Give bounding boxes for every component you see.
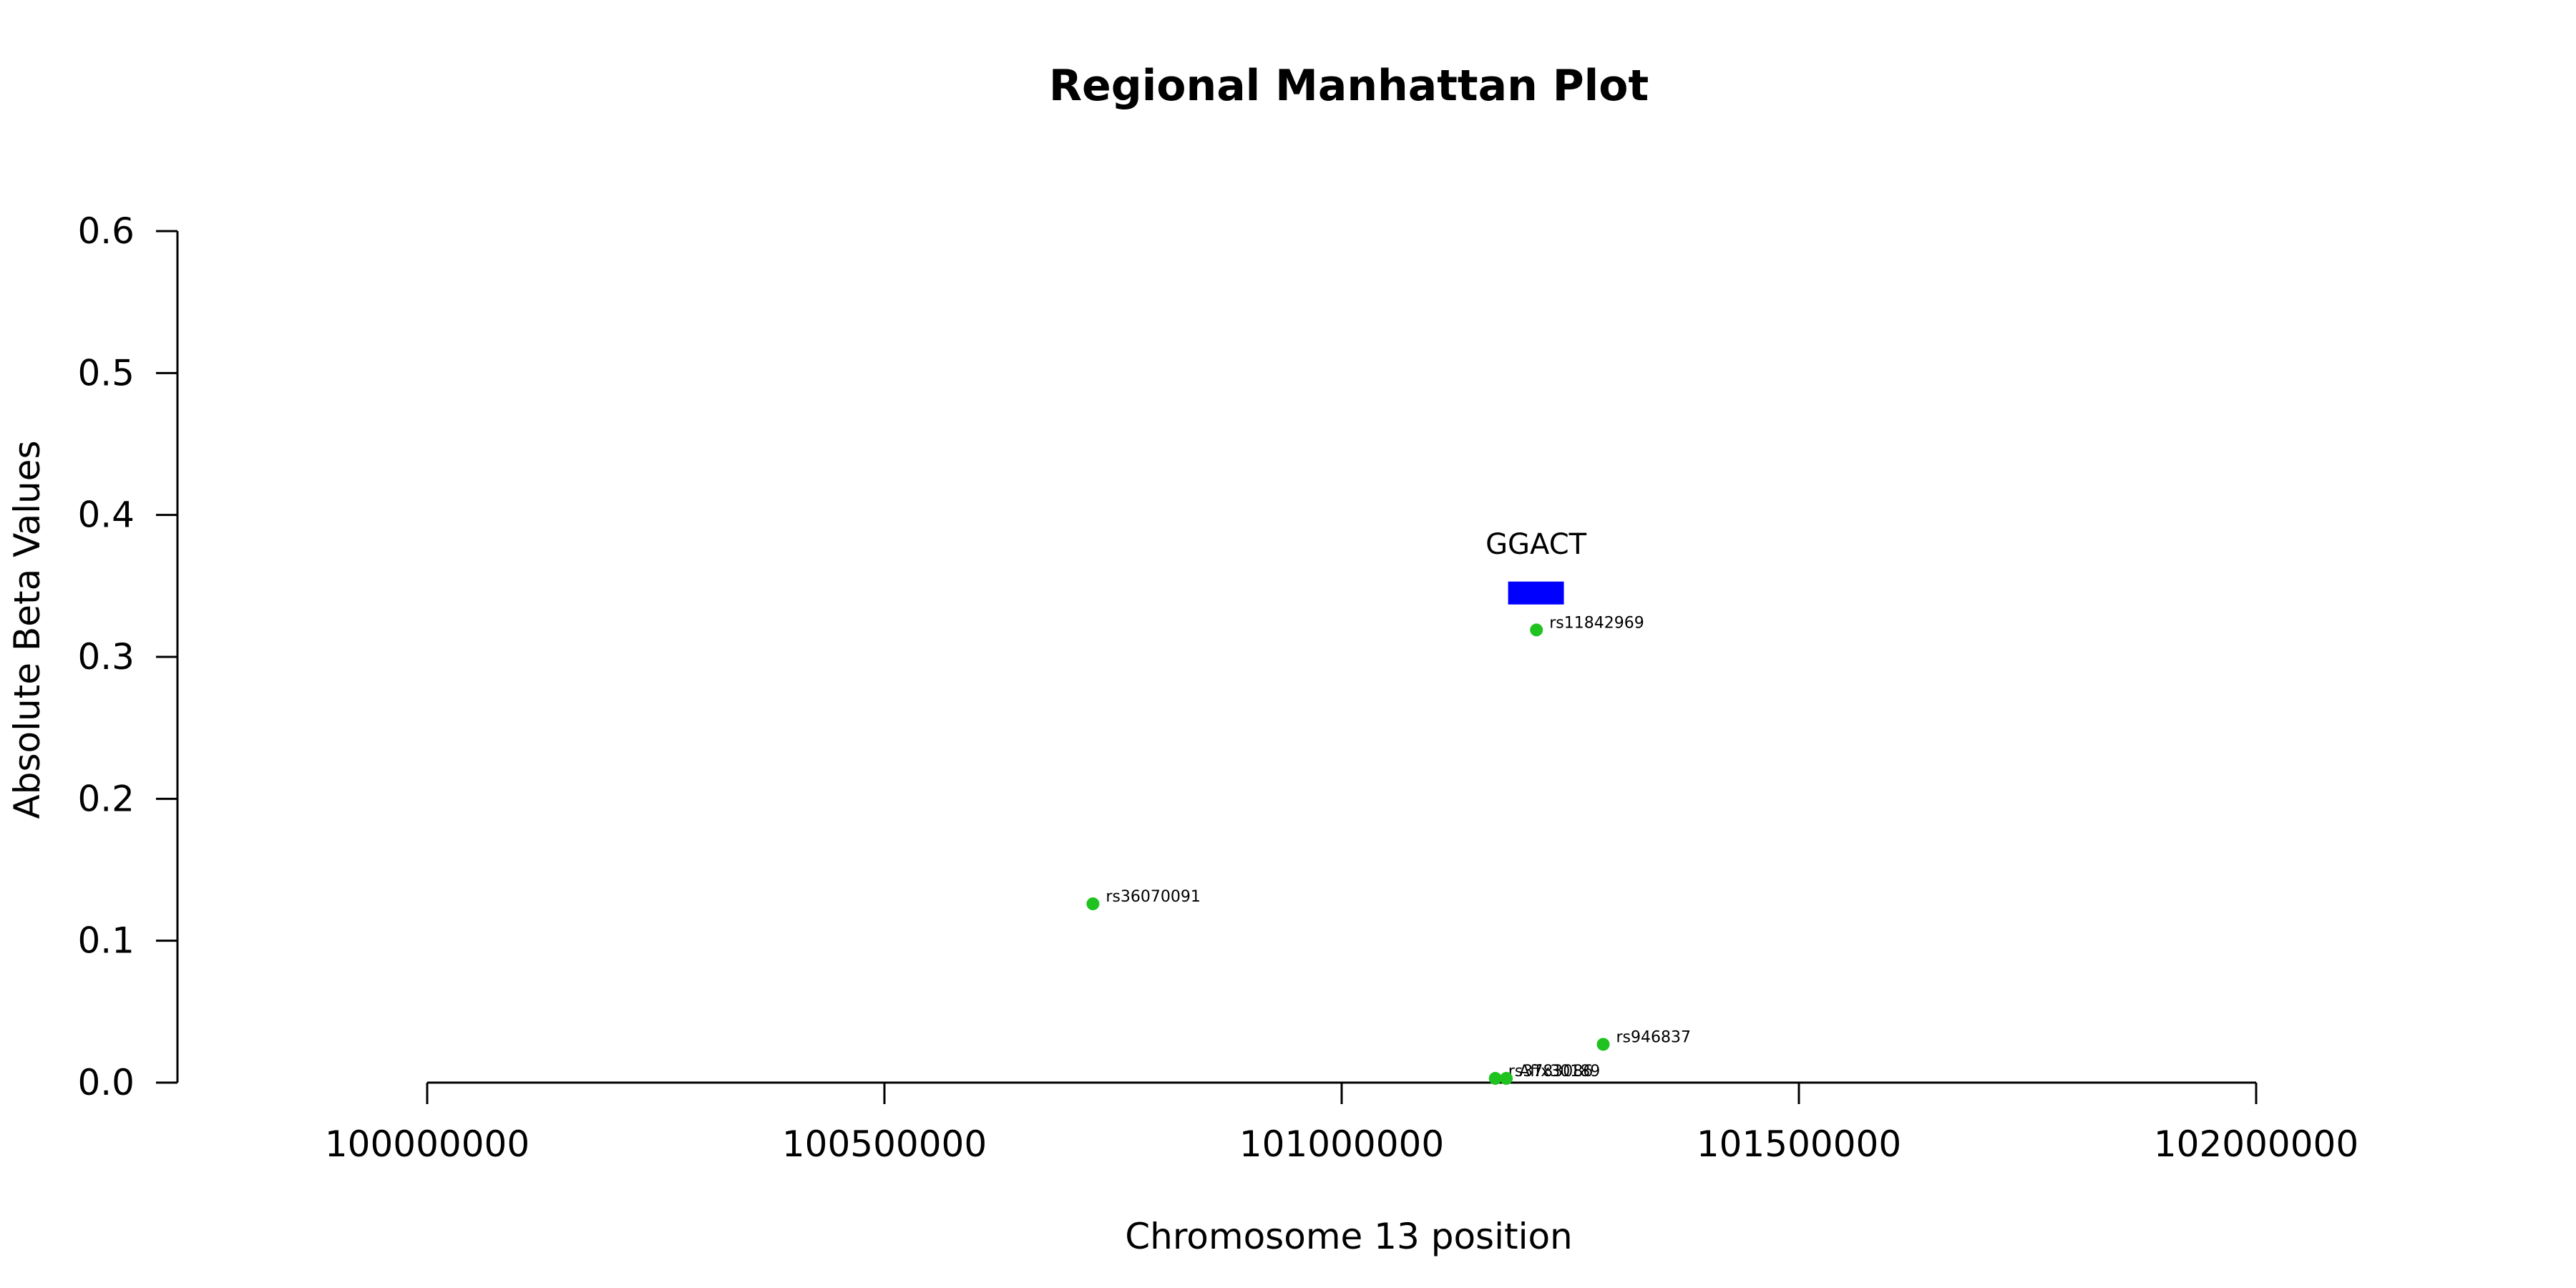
y-tick-label: 0.2 <box>77 778 135 819</box>
x-axis-label: Chromosome 13 position <box>1125 1216 1573 1257</box>
data-point <box>1596 1038 1610 1051</box>
y-tick-label: 0.3 <box>77 636 135 678</box>
data-points: rs11842969 rs36070091 rs946837 rs3783086Aff… <box>1086 614 1691 1085</box>
y-tick-label: 0.1 <box>77 920 135 962</box>
x-tick-label: 101000000 <box>1239 1123 1444 1165</box>
point-label: Affx30189 <box>1519 1063 1600 1080</box>
x-tick-label: 102000000 <box>2154 1123 2358 1165</box>
y-tick-label: 0.5 <box>77 352 135 394</box>
point-label: rs11842969 <box>1549 614 1644 632</box>
y-tick-label: 0.6 <box>77 210 135 252</box>
data-point <box>1488 1072 1502 1085</box>
point-label: rs946837 <box>1616 1028 1692 1046</box>
data-point <box>1530 623 1543 637</box>
axes: 0.0 0.1 0.2 0.3 0.4 0.5 0.6 100000000 100500000 1… <box>77 210 2358 1165</box>
y-tick-label: 0.0 <box>77 1062 135 1103</box>
point-label: rs36070091 <box>1106 888 1200 906</box>
gene-track: GGACT <box>1485 528 1587 605</box>
y-axis-label: Absolute Beta Values <box>6 441 48 819</box>
data-point <box>1500 1072 1513 1085</box>
point-label: rs3783086 <box>1508 1063 1594 1080</box>
gene-bar <box>1508 581 1564 605</box>
y-tick-label: 0.4 <box>77 494 135 536</box>
data-point <box>1086 897 1100 911</box>
x-tick-label: 100000000 <box>325 1123 530 1165</box>
gene-label: GGACT <box>1485 528 1587 561</box>
chart-title: Regional Manhattan Plot <box>1049 61 1649 111</box>
x-tick-label: 101500000 <box>1697 1123 1901 1165</box>
x-tick-label: 100500000 <box>782 1123 987 1165</box>
